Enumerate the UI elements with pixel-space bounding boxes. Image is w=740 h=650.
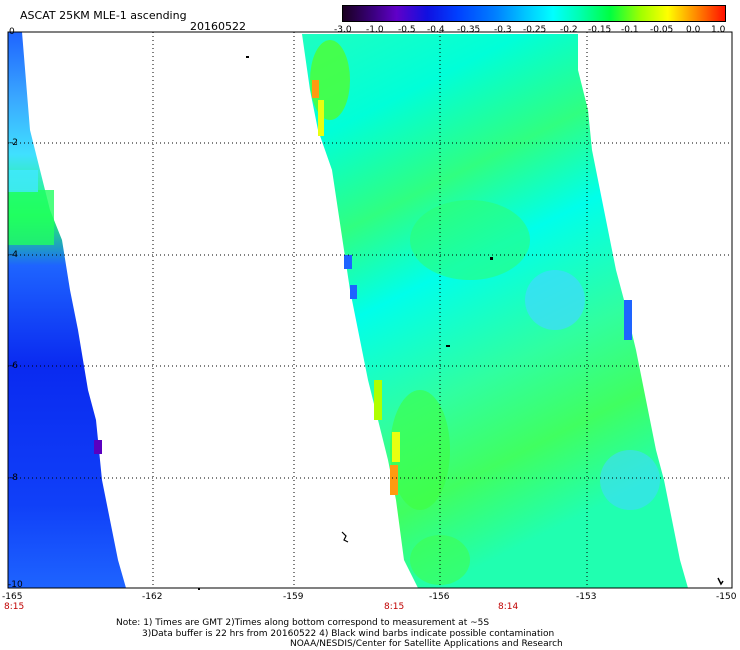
colorbar-label: -1.0 <box>366 25 384 35</box>
x-axis-label: -156 <box>429 592 450 602</box>
left-swath-patch <box>8 170 38 192</box>
y-axis-label: -4 <box>9 250 18 260</box>
left-swath-patch <box>94 440 102 454</box>
right-swath-patch <box>350 285 357 299</box>
y-axis-label: -10 <box>8 580 23 590</box>
colorbar-label: 1.0 <box>711 25 726 35</box>
note-line-2: 3)Data buffer is 22 hrs from 20160522 4)… <box>142 629 555 639</box>
y-axis-label: -6 <box>9 361 18 371</box>
time-label: 8:15 <box>384 602 405 612</box>
colorbar-label: -0.35 <box>457 25 481 35</box>
chart-date: 20160522 <box>190 20 246 33</box>
y-axis-label: -2 <box>9 138 18 148</box>
colorbar <box>342 5 726 22</box>
y-axis-label: -8 <box>9 473 18 483</box>
note-line-3: NOAA/NESDIS/Center for Satellite Applica… <box>290 639 563 649</box>
grid-lines <box>8 32 732 588</box>
left-swath <box>8 32 126 588</box>
colorbar-label: -3.0 <box>334 25 352 35</box>
right-swath-patch <box>390 465 398 495</box>
chart-title: ASCAT 25KM MLE-1 ascending <box>20 9 187 22</box>
left-swath-patch <box>8 190 54 245</box>
x-axis-label: -159 <box>283 592 304 602</box>
right-swath-patch <box>312 80 319 98</box>
colorbar-label: -0.4 <box>427 25 445 35</box>
right-swath-patch <box>374 380 382 420</box>
right-swath-patch <box>600 450 660 510</box>
x-axis-label: -162 <box>142 592 163 602</box>
y-axis-label: 0 <box>9 27 15 37</box>
x-axis-label: -153 <box>576 592 597 602</box>
colorbar-label: 0.0 <box>686 25 701 35</box>
x-axis-label: -165 <box>2 592 23 602</box>
map-frame <box>7 31 733 589</box>
time-label: 8:14 <box>498 602 519 612</box>
right-swath-patch <box>624 300 632 340</box>
time-label: 8:15 <box>4 602 25 612</box>
colorbar-label: -0.5 <box>398 25 416 35</box>
x-axis-label: -150 <box>716 592 737 602</box>
colorbar-label: -0.05 <box>650 25 674 35</box>
right-swath-patch <box>318 100 324 136</box>
wind-barbs <box>198 56 724 590</box>
colorbar-label: -0.1 <box>621 25 639 35</box>
colorbar-label: -0.15 <box>588 25 612 35</box>
right-swath-patch <box>525 270 585 330</box>
colorbar-label: -0.2 <box>560 25 578 35</box>
right-swath-patch <box>410 200 530 280</box>
note-line-1: Note: 1) Times are GMT 2)Times along bot… <box>116 618 490 628</box>
right-swath-patch <box>390 390 450 510</box>
colorbar-label: -0.3 <box>494 25 512 35</box>
colorbar-label: -0.25 <box>523 25 547 35</box>
right-swath-patch <box>344 255 352 269</box>
right-swath-patch <box>392 432 400 462</box>
